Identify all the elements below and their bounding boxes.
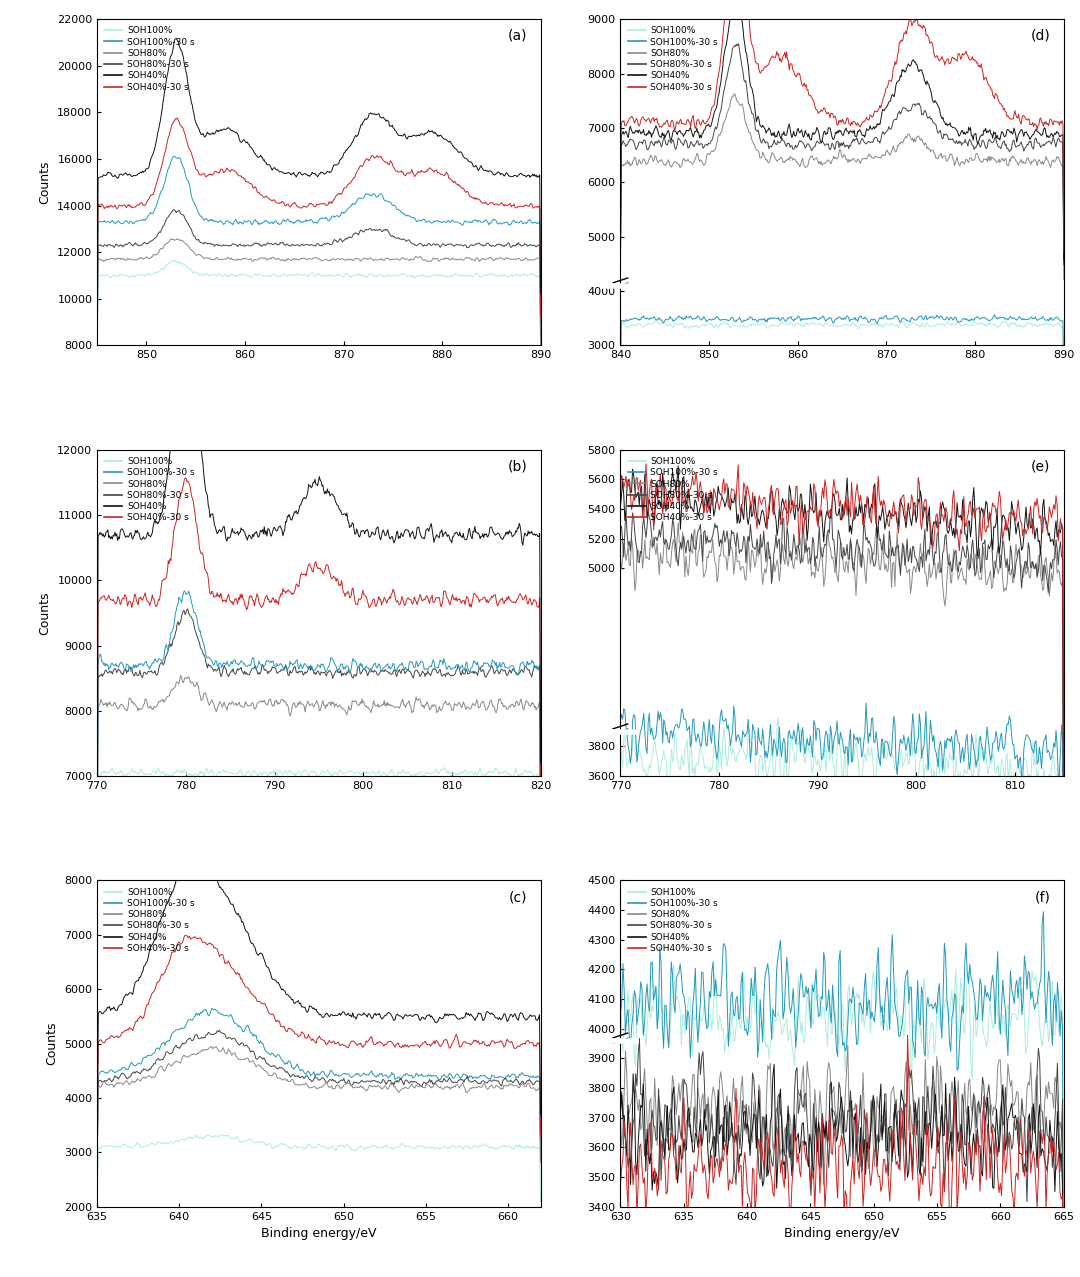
X-axis label: Binding energy/eV: Binding energy/eV xyxy=(261,1227,377,1240)
Legend: SOH100%, SOH100%-30 s, SOH80%, SOH80%-30 s, SOH40%, SOH40%-30 s: SOH100%, SOH100%-30 s, SOH80%, SOH80%-30… xyxy=(625,24,720,94)
Text: (d): (d) xyxy=(1030,29,1051,43)
Text: (c): (c) xyxy=(509,890,527,904)
Text: (f): (f) xyxy=(1035,890,1051,904)
Legend: SOH100%, SOH100%-30 s, SOH80%, SOH80%-30 s, SOH40%, SOH40%-30 s: SOH100%, SOH100%-30 s, SOH80%, SOH80%-30… xyxy=(102,885,198,955)
Text: (a): (a) xyxy=(508,29,527,43)
Y-axis label: Counts: Counts xyxy=(45,1022,58,1065)
Legend: SOH100%, SOH100%-30 s, SOH80%, SOH80%-30 s, SOH40%, SOH40%-30 s: SOH100%, SOH100%-30 s, SOH80%, SOH80%-30… xyxy=(625,885,720,955)
Y-axis label: Counts: Counts xyxy=(39,591,52,635)
Legend: SOH100%, SOH100%-30 s, SOH80%, SOH80%-30 s, SOH40%, SOH40%-30 s: SOH100%, SOH100%-30 s, SOH80%, SOH80%-30… xyxy=(625,455,720,525)
Legend: SOH100%, SOH100%-30 s, SOH80%, SOH80%-30 s, SOH40%, SOH40%-30 s: SOH100%, SOH100%-30 s, SOH80%, SOH80%-30… xyxy=(102,455,198,525)
X-axis label: Binding energy/eV: Binding energy/eV xyxy=(784,1227,900,1240)
Legend: SOH100%, SOH100%-30 s, SOH80%, SOH80%-30 s, SOH40%, SOH40%-30 s: SOH100%, SOH100%-30 s, SOH80%, SOH80%-30… xyxy=(102,24,198,94)
Text: (b): (b) xyxy=(508,460,527,474)
Text: (e): (e) xyxy=(1031,460,1051,474)
Y-axis label: Counts: Counts xyxy=(39,161,52,204)
